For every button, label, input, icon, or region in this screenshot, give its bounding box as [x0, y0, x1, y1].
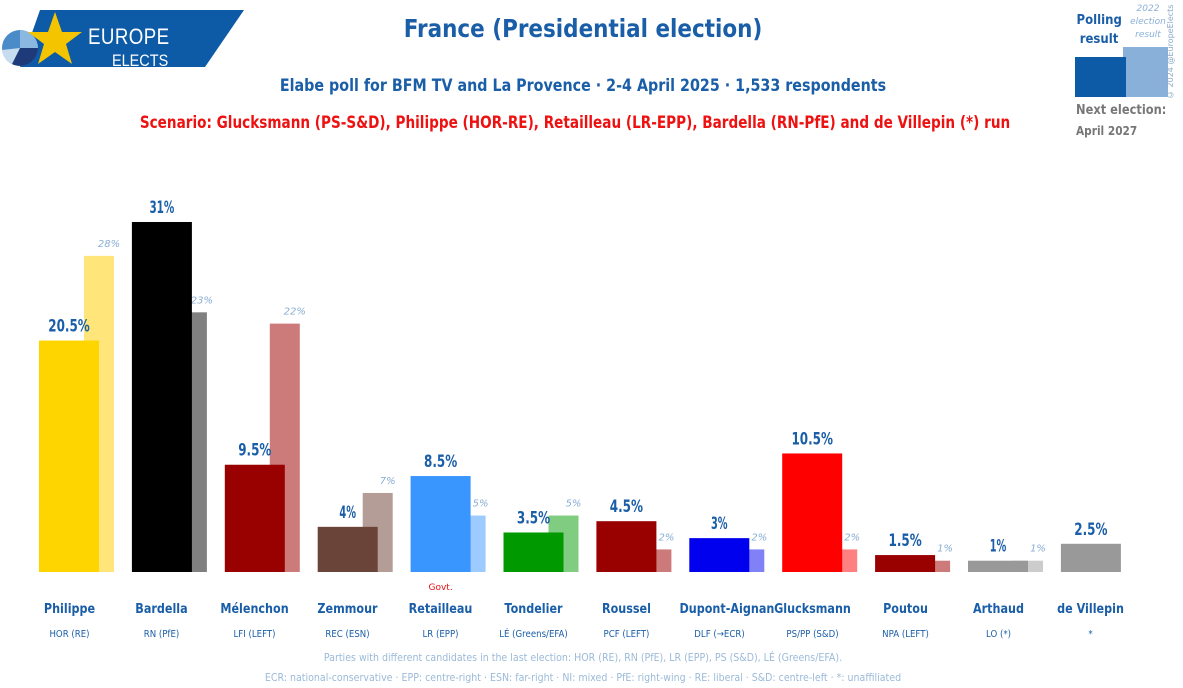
bar-poll-dupont-aignan [689, 538, 750, 572]
logo-graphic [2, 10, 244, 67]
label-2022-dupont-aignan: 2% [751, 532, 767, 543]
candidate-name-poutou: Poutou [882, 602, 928, 617]
party-label-tondelier: LÉ (Greens/EFA) [499, 629, 568, 640]
label-2022-roussel: 2% [658, 532, 674, 543]
label-poll-arthaud: 1% [990, 537, 1007, 557]
party-label-bardella: RN (PfE) [144, 629, 180, 640]
label-2022-bardella: 23% [191, 295, 213, 306]
label-2022-poutou: 1% [937, 544, 953, 555]
bar-poll-poutou [875, 555, 936, 572]
candidate-name-bardella: Bardella [135, 602, 189, 617]
footer-glossary: ECR: national-conservative · EPP: centre… [264, 671, 902, 684]
label-poll-de-villepin: 2.5% [1074, 520, 1107, 540]
candidate-name-de-villepin: de Villepin [1057, 602, 1125, 617]
party-label-retailleau: LR (EPP) [422, 629, 459, 640]
candidate-name-zemmour: Zemmour [317, 602, 378, 617]
party-label-zemmour: REC (ESN) [325, 629, 370, 640]
party-label-dupont-aignan: DLF (→ECR) [694, 629, 745, 640]
label-2022-melenchon: 22% [284, 307, 306, 318]
label-2022-zemmour: 7% [380, 476, 396, 487]
party-label-roussel: PCF (LEFT) [603, 629, 650, 640]
label-poll-melenchon: 9.5% [238, 441, 271, 461]
bar-poll-arthaud [968, 560, 1028, 572]
bar-chart: 28% 20.5% 23% 31% 22% 9.5% 7% 4% 5% 8.5% 5% 3.5% 2% 4… [39, 198, 1121, 572]
label-2022-arthaud: 1% [1030, 544, 1046, 555]
label-poll-zemmour: 4% [339, 503, 356, 523]
party-label-de-villepin: * [1088, 629, 1094, 640]
bar-poll-de-villepin [1060, 543, 1121, 572]
chart-title: France (Presidential election) [403, 14, 763, 43]
footer-note: Parties with different candidates in the… [323, 651, 843, 664]
label-poll-bardella: 31% [149, 198, 174, 218]
legend: Polling result 2022 election result © 20… [1070, 0, 1183, 150]
label-poll-roussel: 4.5% [610, 497, 643, 517]
poll-subtitle: Elabe poll for BFM TV and La Provence · … [279, 76, 887, 96]
candidate-name-retailleau: Retailleau [408, 602, 473, 617]
bar-poll-glucksmann [782, 453, 843, 572]
europe-elects-logo: EUROPE ELECTS [0, 10, 250, 70]
logo-text-elects: ELECTS [112, 51, 169, 70]
bar-poll-roussel [596, 521, 657, 572]
bar-poll-bardella [131, 222, 192, 572]
party-label-melenchon: LFI (LEFT) [233, 629, 276, 640]
label-poll-tondelier: 3.5% [517, 508, 550, 528]
candidate-name-dupont-aignan: Dupont-Aignan [679, 602, 775, 617]
candidate-name-philippe: Philippe [43, 602, 95, 617]
party-label-poutou: NPA (LEFT) [881, 629, 929, 640]
bar-poll-retailleau [410, 476, 471, 572]
bar-poll-tondelier [503, 532, 564, 572]
legend-polling-label: Polling result [1076, 13, 1122, 47]
label-poll-philippe: 20.5% [48, 317, 90, 337]
logo-text-europe: EUROPE [88, 24, 170, 49]
candidate-name-tondelier: Tondelier [504, 602, 563, 617]
party-label-arthaud: LO (*) [985, 629, 1011, 640]
bar-poll-melenchon [224, 464, 285, 572]
legend-election-swatch [1123, 47, 1168, 97]
label-2022-glucksmann: 2% [844, 532, 860, 543]
scenario-text: Scenario: Glucksmann (PS-S&D), Philippe … [139, 113, 1011, 133]
label-poll-retailleau: 8.5% [424, 452, 457, 472]
candidate-name-glucksmann: Glucksmann [773, 602, 851, 617]
label-poll-glucksmann: 10.5% [791, 429, 833, 449]
party-label-glucksmann: PS/PP (S&D) [786, 629, 839, 640]
bar-poll-zemmour [317, 526, 378, 572]
label-2022-retailleau: 5% [473, 499, 489, 510]
govt-badge: Govt. [428, 583, 453, 593]
next-election-date: April 2027 [1076, 124, 1138, 138]
label-poll-poutou: 1.5% [889, 531, 922, 551]
label-2022-tondelier: 5% [566, 499, 582, 510]
candidate-name-roussel: Roussel [601, 602, 651, 617]
legend-election-label: 2022 election result [1130, 4, 1166, 40]
label-poll-dupont-aignan: 3% [711, 514, 728, 534]
label-2022-philippe: 28% [98, 239, 120, 250]
next-election-label: Next election: [1076, 103, 1167, 118]
candidate-name-melenchon: Mélenchon [220, 602, 289, 617]
candidate-name-arthaud: Arthaud [972, 602, 1024, 617]
bar-poll-philippe [39, 340, 99, 572]
legend-polling-swatch [1075, 57, 1126, 97]
party-label-philippe: HOR (RE) [48, 629, 90, 640]
